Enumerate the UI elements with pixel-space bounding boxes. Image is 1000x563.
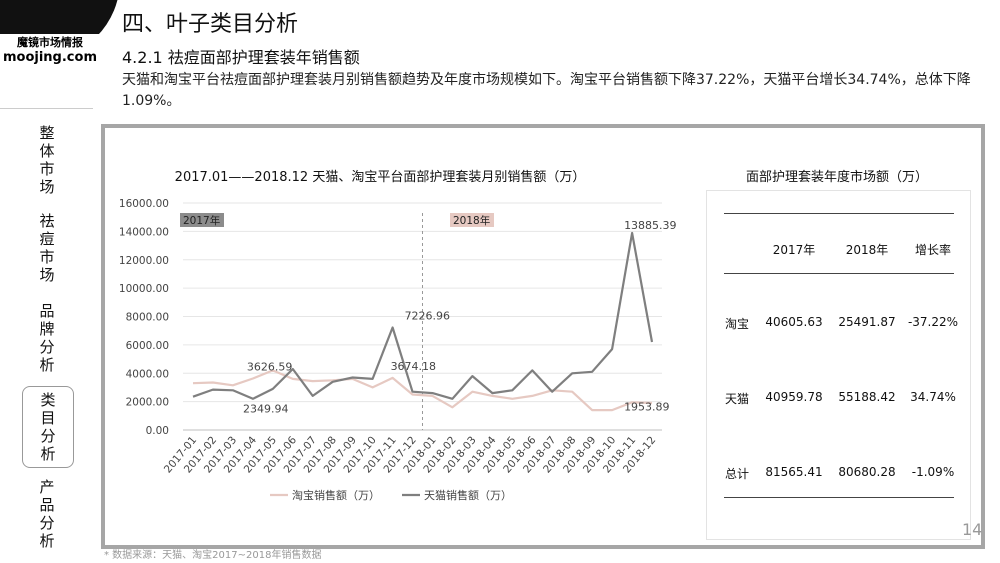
nav-item-acne-market[interactable]: 祛痘市场 — [22, 212, 72, 284]
page-number: 14 — [962, 520, 983, 539]
section-description: 天猫和淘宝平台祛痘面部护理套装月别销售额趋势及年度市场规模如下。淘宝平台销售额下… — [122, 72, 971, 109]
nav-item-label: 祛痘市场 — [39, 212, 55, 284]
table-header-2018: 2018年 — [845, 243, 889, 257]
table-row-label: 淘宝 — [724, 317, 749, 331]
table-row-label: 天猫 — [724, 392, 749, 406]
table-cell: -37.22% — [907, 315, 959, 329]
table-header-growth: 增长率 — [914, 243, 951, 257]
table-cell: 34.74% — [910, 390, 956, 404]
nav-item-label: 产品分析 — [39, 478, 55, 550]
brand-name-en: moojing.com — [2, 50, 97, 65]
table-cell: 25491.87 — [838, 315, 896, 329]
nav-item-label: 整体市场 — [39, 124, 55, 196]
table-cell: 80680.28 — [838, 465, 896, 479]
nav-item-brand-analysis[interactable]: 品牌分析 — [22, 302, 72, 374]
nav-item-product-analysis[interactable]: 产品分析 — [22, 478, 72, 550]
brand-logo: 魔镜市场情报 moojing.com — [0, 34, 100, 65]
sidebar-divider — [0, 108, 93, 109]
nav-item-label: 类目分析 — [40, 391, 56, 463]
chart-title: 2017.01——2018.12 天猫、淘宝平台面部护理套装月别销售额（万） — [174, 170, 586, 185]
table-header-rule — [724, 273, 954, 274]
nav-item-overall-market[interactable]: 整体市场 — [22, 124, 72, 196]
table-cell: 55188.42 — [838, 390, 896, 404]
table-cell: 40605.63 — [765, 315, 823, 329]
nav-item-category-analysis[interactable]: 类目分析 — [22, 386, 74, 468]
table-row-label: 总计 — [724, 467, 749, 481]
table-cell: -1.09% — [911, 465, 955, 479]
nav-item-label: 品牌分析 — [39, 302, 55, 374]
table-cell: 81565.41 — [765, 465, 823, 479]
page-title: 四、叶子类目分析 — [122, 12, 299, 37]
table-bottom-rule — [724, 497, 954, 498]
table-cell: 40959.78 — [765, 390, 823, 404]
footnote: * 数据来源：天猫、淘宝2017~2018年销售数据 — [104, 550, 322, 561]
market-table — [706, 190, 971, 540]
section-subtitle: 4.2.1 祛痘面部护理套装年销售额 — [122, 48, 360, 67]
table-top-rule — [724, 213, 954, 214]
table-title: 面部护理套装年度市场额（万） — [745, 170, 928, 185]
brand-name-cn: 魔镜市场情报 — [17, 36, 83, 49]
table-header-2017: 2017年 — [772, 243, 816, 257]
